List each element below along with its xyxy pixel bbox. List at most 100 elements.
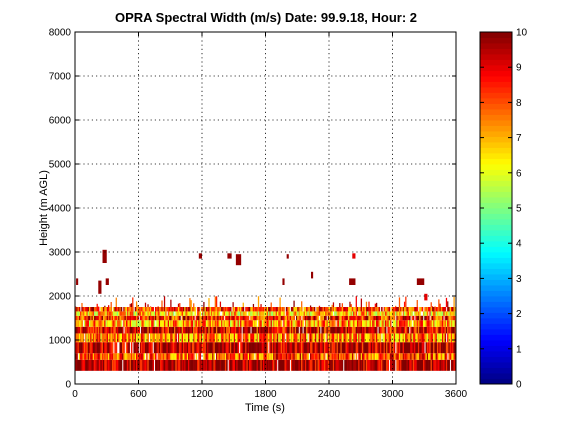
heatmap-cell: [123, 315, 125, 321]
heatmap-cell: [168, 326, 171, 334]
heatmap-cell: [346, 359, 349, 371]
heatmap-cell: [260, 315, 262, 321]
heatmap-cell: [373, 311, 376, 316]
heatmap-cell: [409, 315, 411, 321]
heatmap-cell: [182, 311, 185, 316]
heatmap-cell: [421, 342, 424, 354]
heatmap-cell: [105, 353, 108, 360]
heatmap-cell: [111, 320, 114, 327]
heatmap-cell: [445, 359, 448, 371]
heatmap-cell: [205, 359, 208, 371]
heatmap-cell: [329, 307, 331, 312]
heatmap-cell: [151, 320, 153, 327]
colorbar-tick-label: 8: [516, 98, 522, 109]
heatmap-cell: [172, 359, 175, 371]
heatmap-cell: [110, 359, 113, 371]
heatmap-cell: [151, 359, 153, 371]
heatmap-cell: [95, 359, 97, 371]
heatmap-cell: [320, 342, 322, 354]
heatmap-cell: [271, 320, 274, 327]
heatmap-cell: [116, 326, 119, 334]
heatmap-cell: [346, 353, 349, 360]
heatmap-cell: [209, 315, 212, 321]
heatmap-cell: [362, 359, 364, 371]
heatmap-cell: [185, 342, 188, 354]
heatmap-cell: [208, 326, 210, 334]
heatmap-cell: [449, 353, 452, 360]
heatmap-cell: [102, 359, 105, 371]
heatmap-cell: [215, 307, 218, 312]
heatmap-cell: [273, 342, 275, 354]
heatmap-cell: [284, 326, 287, 334]
heatmap-cell: [137, 333, 139, 343]
heatmap-cell: [309, 311, 312, 316]
heatmap-cell: [189, 311, 191, 316]
heatmap-cell: [445, 326, 448, 334]
heatmap-cell: [168, 342, 171, 354]
heatmap-cell: [125, 353, 128, 360]
heatmap-cell: [262, 320, 265, 327]
heatmap-cell: [422, 342, 425, 354]
heatmap-cell: [313, 315, 316, 321]
heatmap-cell: [381, 320, 383, 327]
heatmap-cell: [78, 353, 81, 360]
heatmap-cell: [143, 359, 146, 371]
heatmap-cell: [334, 315, 336, 321]
heatmap-cell: [153, 326, 156, 334]
heatmap-cell: [123, 342, 125, 354]
heatmap-cell: [379, 320, 382, 327]
heatmap-cell: [207, 353, 209, 360]
heatmap-cell: [213, 353, 215, 360]
heatmap-cell: [301, 301, 303, 308]
heatmap-cell: [228, 315, 231, 321]
heatmap-cell: [133, 342, 135, 354]
heatmap-cell: [335, 326, 337, 334]
heatmap-cell: [346, 326, 349, 334]
heatmap-cell: [210, 315, 213, 321]
heatmap-cell: [431, 353, 434, 360]
heatmap-cell: [105, 311, 108, 316]
heatmap-cell: [322, 307, 325, 312]
heatmap-cell: [115, 342, 118, 354]
heatmap-cell: [367, 342, 369, 354]
heatmap-cell: [179, 320, 181, 327]
heatmap-cell: [139, 311, 142, 316]
heatmap-cell: [135, 333, 138, 343]
heatmap-cell: [368, 353, 370, 360]
heatmap-cell: [436, 315, 439, 321]
heatmap-cell: [152, 320, 155, 327]
heatmap-cell: [86, 315, 88, 321]
heatmap-cell: [407, 353, 410, 360]
colorbar-step: [480, 351, 512, 357]
heatmap-cell: [141, 307, 143, 312]
heatmap-cell: [411, 342, 414, 354]
heatmap-cell: [337, 320, 340, 327]
colorbar-step: [480, 268, 512, 275]
heatmap-cell: [222, 326, 224, 334]
heatmap-cell: [203, 301, 205, 307]
heatmap-cell: [172, 342, 175, 354]
heatmap-cell: [152, 311, 155, 316]
heatmap-cell: [445, 311, 448, 316]
heatmap-cell: [298, 311, 301, 316]
heatmap-cell: [240, 311, 242, 316]
heatmap-cell: [195, 333, 198, 343]
heatmap-cell: [184, 315, 186, 321]
heatmap-cell: [199, 320, 202, 327]
heatmap-cell: [354, 315, 356, 321]
heatmap-cell: [214, 315, 217, 321]
heatmap-cell: [426, 333, 429, 343]
heatmap-cell: [144, 359, 147, 371]
heatmap-cell: [359, 311, 362, 316]
heatmap-cell: [148, 353, 151, 360]
heatmap-cell: [172, 315, 175, 321]
heatmap-cell: [205, 342, 208, 354]
heatmap-cell: [75, 353, 77, 360]
heatmap-cell: [323, 342, 326, 354]
heatmap-cell: [166, 342, 169, 354]
heatmap-cell: [373, 320, 376, 327]
heatmap-cell: [94, 315, 96, 321]
heatmap-cell: [144, 333, 147, 343]
heatmap-cell: [292, 342, 294, 354]
